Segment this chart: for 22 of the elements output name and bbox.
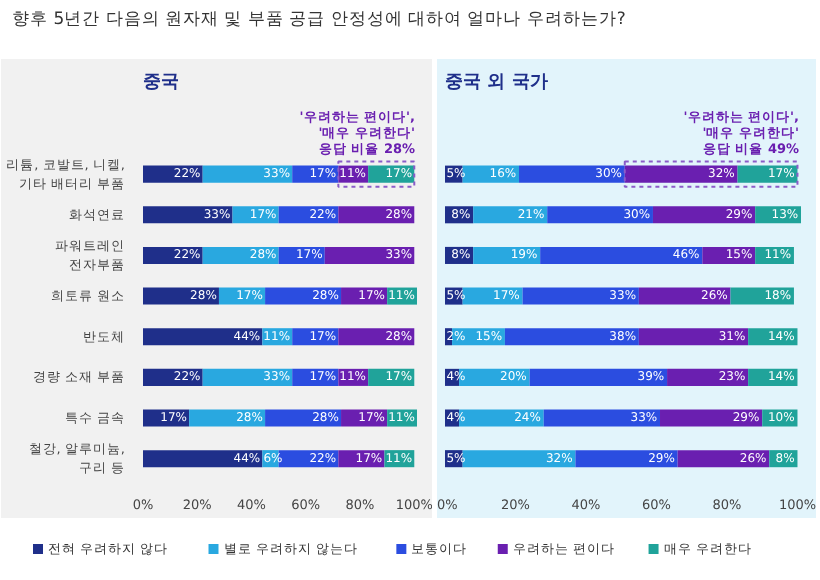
bar: [143, 328, 263, 346]
bar: [575, 450, 678, 468]
bar: [547, 206, 653, 224]
bar: [529, 368, 668, 386]
bar: [143, 450, 263, 468]
chart-title: 중국 외 국가: [445, 73, 548, 93]
bar: [660, 409, 763, 427]
bar: [522, 287, 639, 305]
bar: [638, 287, 731, 305]
bar: [543, 409, 661, 427]
bar: [624, 165, 738, 183]
bar: [638, 328, 749, 346]
bar: [504, 328, 639, 346]
bar: [143, 206, 233, 224]
bar: [540, 246, 703, 264]
bar: [189, 409, 266, 427]
text: 향후 5년간 다음의 원자재 및 부품 공급 안정성에 대하여 얼마나 우려하는가?: [12, 8, 626, 33]
bar: [265, 409, 342, 427]
bar: [652, 206, 756, 224]
chart-title: 중국: [143, 73, 179, 93]
bar: [462, 450, 576, 468]
bar: [519, 165, 625, 183]
